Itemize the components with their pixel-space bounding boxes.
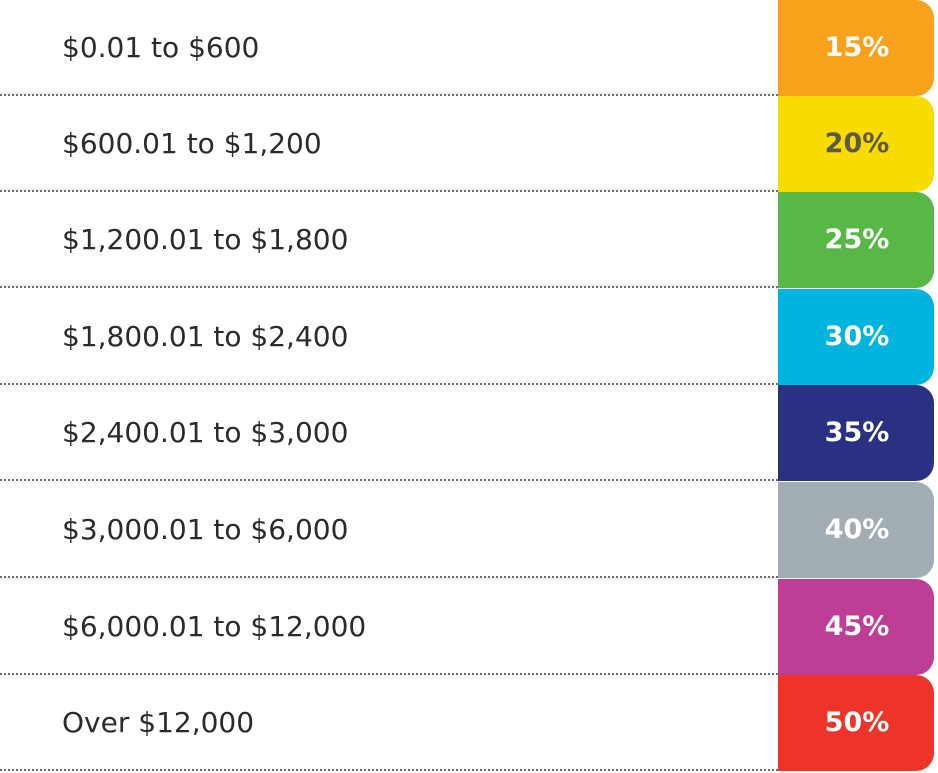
- range-label: $3,000.01 to $6,000: [62, 513, 349, 546]
- range-label: $2,400.01 to $3,000: [62, 416, 349, 449]
- rate-badge: 45%: [778, 579, 934, 675]
- row-divider: [0, 383, 778, 385]
- rate-badge: 15%: [778, 0, 934, 96]
- table-row: $600.01 to $1,200 20%: [0, 96, 938, 192]
- rate-badge: 25%: [778, 192, 934, 288]
- table-row: $2,400.01 to $3,000 35%: [0, 385, 938, 481]
- table-row: $1,200.01 to $1,800 25%: [0, 192, 938, 288]
- rate-badge: 20%: [778, 96, 934, 192]
- table-row: $1,800.01 to $2,400 30%: [0, 289, 938, 385]
- row-divider: [0, 673, 778, 675]
- row-divider: [0, 479, 778, 481]
- range-label: $0.01 to $600: [62, 31, 260, 64]
- range-label: $1,800.01 to $2,400: [62, 320, 349, 353]
- row-divider: [0, 286, 778, 288]
- row-divider: [0, 94, 778, 96]
- range-label: $6,000.01 to $12,000: [62, 610, 367, 643]
- range-label: $600.01 to $1,200: [62, 127, 322, 160]
- range-label: Over $12,000: [62, 706, 255, 739]
- table-row: $0.01 to $600 15%: [0, 0, 938, 96]
- table-row: $6,000.01 to $12,000 45%: [0, 579, 938, 675]
- rate-badge: 50%: [778, 675, 934, 771]
- row-divider: [0, 190, 778, 192]
- rate-badge: 30%: [778, 289, 934, 385]
- row-divider: [0, 769, 778, 771]
- table-row: Over $12,000 50%: [0, 675, 938, 771]
- range-label: $1,200.01 to $1,800: [62, 223, 349, 256]
- rate-badge: 40%: [778, 482, 934, 578]
- rate-badge: 35%: [778, 385, 934, 481]
- table-row: $3,000.01 to $6,000 40%: [0, 482, 938, 578]
- row-divider: [0, 576, 778, 578]
